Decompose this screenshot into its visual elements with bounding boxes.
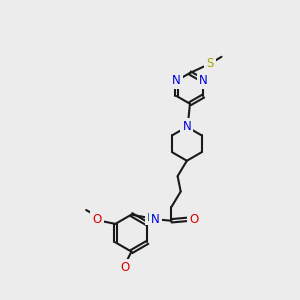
Text: O: O: [92, 213, 102, 226]
Text: H: H: [147, 213, 156, 223]
Text: N: N: [199, 74, 208, 87]
Text: N: N: [172, 74, 181, 87]
Text: N: N: [151, 213, 160, 226]
Text: O: O: [189, 213, 198, 226]
Text: O: O: [121, 261, 130, 274]
Text: N: N: [182, 120, 191, 134]
Text: S: S: [206, 57, 214, 70]
